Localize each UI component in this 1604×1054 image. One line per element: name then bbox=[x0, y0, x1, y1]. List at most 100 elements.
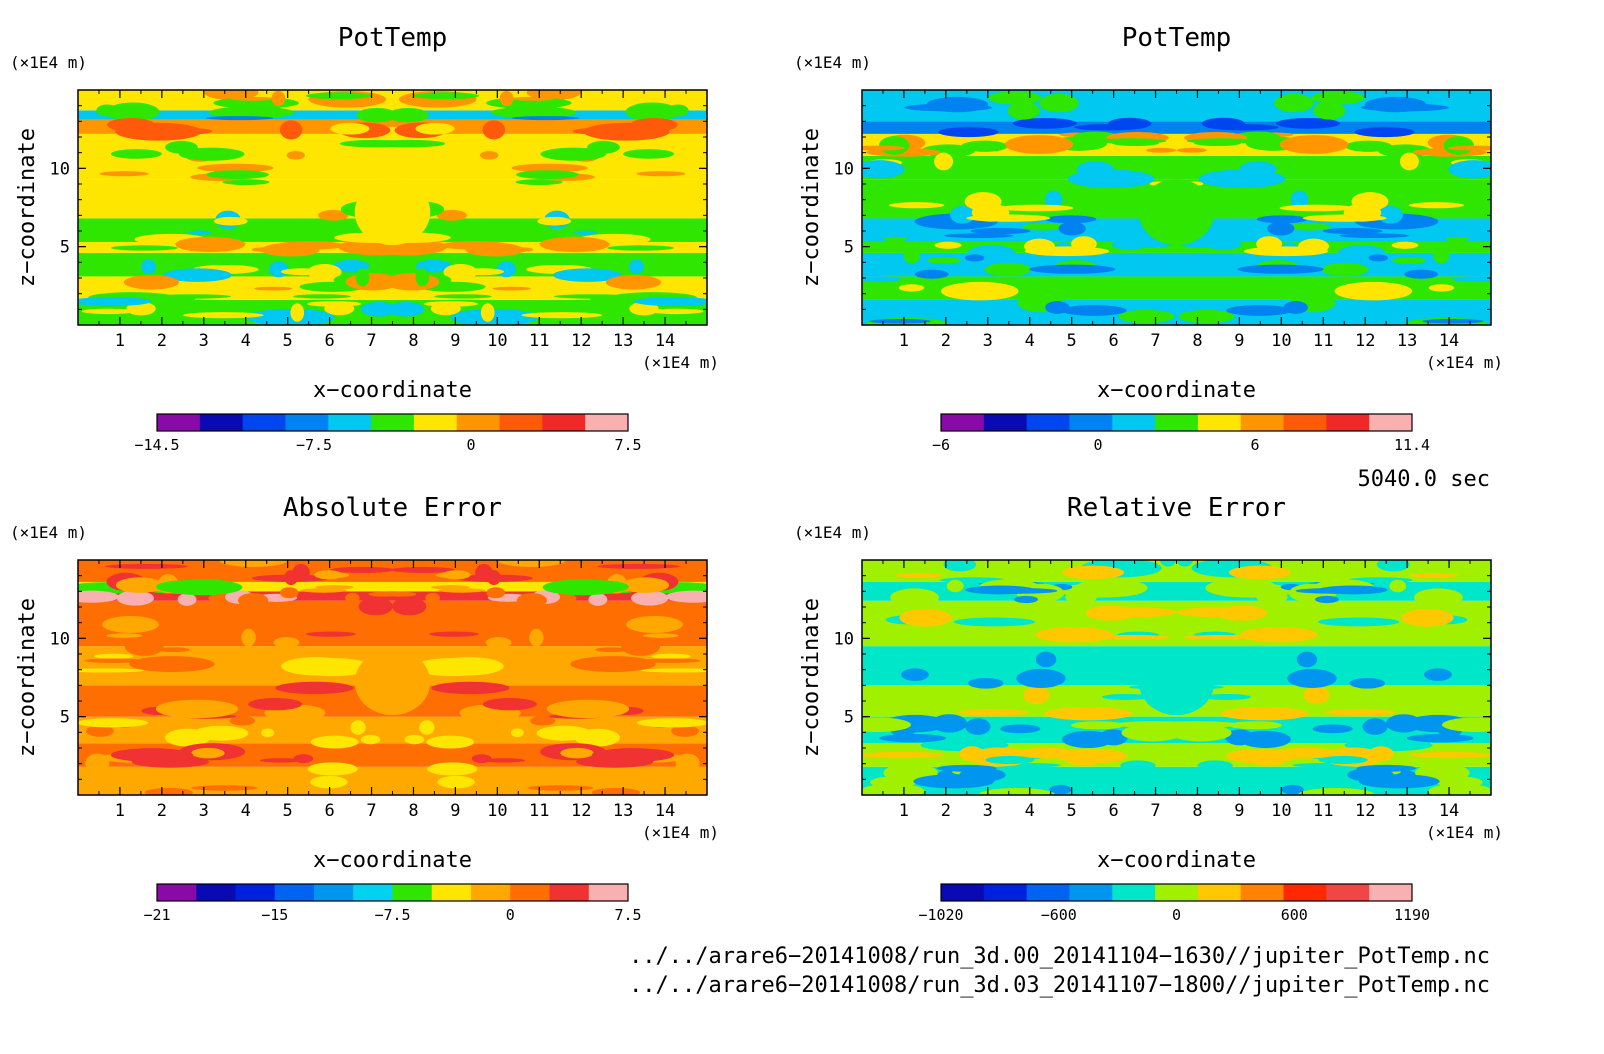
contour-patch bbox=[985, 755, 1035, 765]
contour-patch bbox=[862, 276, 901, 283]
contour-patch bbox=[460, 268, 505, 276]
contour-patch bbox=[306, 631, 356, 637]
contour-patch bbox=[350, 720, 366, 735]
x-tick-label: 1 bbox=[899, 801, 909, 821]
contour-patch bbox=[665, 590, 707, 603]
contour-patch bbox=[1445, 236, 1470, 242]
contour-patch bbox=[1239, 730, 1291, 749]
x-tick-label: 2 bbox=[157, 331, 167, 351]
contour-patch bbox=[354, 649, 431, 716]
contour-field-2 bbox=[862, 90, 1491, 325]
x-tick-label: 2 bbox=[157, 801, 167, 821]
contour-patch bbox=[96, 104, 118, 117]
contour-patch bbox=[324, 301, 355, 316]
contour-patch bbox=[591, 787, 641, 795]
contour-patch bbox=[415, 268, 430, 287]
contour-patch bbox=[1447, 145, 1491, 151]
x-tick-label: 9 bbox=[1234, 331, 1244, 351]
colorbar-tick-label: −6 bbox=[932, 436, 950, 454]
contour-patch bbox=[1045, 301, 1070, 314]
colorbar-tick-label: −600 bbox=[1041, 906, 1077, 924]
colorbar-tick-label: −15 bbox=[261, 906, 288, 924]
colorbar-swatch bbox=[588, 884, 629, 901]
contour-patch bbox=[1404, 269, 1439, 279]
contour-patch bbox=[1406, 734, 1474, 743]
contour-patch bbox=[1339, 233, 1409, 239]
colorbar-swatch bbox=[1326, 414, 1370, 431]
x-tick-label: 14 bbox=[1439, 801, 1459, 821]
contour-patch bbox=[182, 312, 264, 319]
contour-patch bbox=[1243, 246, 1329, 257]
contour-patch bbox=[1176, 147, 1207, 153]
x-tick-label: 14 bbox=[1439, 331, 1459, 351]
contour-patch bbox=[536, 725, 592, 741]
contour-patch bbox=[1344, 739, 1433, 752]
contour-patch bbox=[1060, 305, 1127, 316]
contour-patch bbox=[1058, 221, 1086, 236]
contour-patch bbox=[927, 257, 961, 264]
x-tick-label: 10 bbox=[487, 801, 507, 821]
x-tick-label: 8 bbox=[1192, 331, 1202, 351]
contour-patch bbox=[537, 216, 572, 226]
contour-patch bbox=[1354, 127, 1415, 138]
contour-patch bbox=[931, 714, 968, 733]
contour-patch bbox=[920, 739, 1009, 752]
colorbar-swatch bbox=[510, 884, 550, 901]
x-tick-label: 12 bbox=[1355, 801, 1375, 821]
contour-patch bbox=[595, 647, 628, 653]
contour-patch bbox=[641, 668, 707, 673]
contour-patch bbox=[425, 592, 440, 604]
contour-patch bbox=[529, 628, 544, 647]
x-tick-label: 11 bbox=[529, 801, 549, 821]
contour-patch bbox=[480, 303, 495, 322]
contour-patch bbox=[499, 90, 514, 107]
contour-patch bbox=[862, 783, 925, 795]
contour-patch bbox=[944, 233, 1014, 239]
contour-patch bbox=[293, 294, 351, 299]
x-tick-label: 2 bbox=[941, 801, 951, 821]
contour-patch bbox=[81, 308, 136, 315]
x-tick-label: 5 bbox=[283, 331, 293, 351]
contour-patch bbox=[1202, 693, 1251, 700]
contour-patch bbox=[1349, 677, 1385, 689]
contour-patch bbox=[115, 122, 202, 141]
colorbar-swatch bbox=[1283, 414, 1327, 431]
contour-patch bbox=[970, 227, 1031, 235]
colorbar-frame-2 bbox=[940, 413, 1413, 432]
contour-patch bbox=[155, 699, 239, 719]
contour-band bbox=[862, 252, 1491, 277]
contour-patch bbox=[968, 677, 1004, 689]
contour-patch bbox=[961, 140, 1008, 152]
contour-patch bbox=[305, 92, 372, 100]
contour-patch bbox=[387, 107, 429, 123]
contour-patch bbox=[1448, 160, 1491, 179]
colorbar-tick-label: 6 bbox=[1250, 436, 1259, 454]
contour-patch bbox=[888, 202, 945, 209]
contour-patch bbox=[479, 150, 499, 160]
contour-patch bbox=[443, 264, 478, 281]
contour-patch bbox=[1362, 718, 1388, 735]
contour-patch bbox=[1343, 203, 1382, 222]
footer-file-2: ../../arare6−20141008/run_3d.03_20141107… bbox=[629, 973, 1490, 998]
colorbar-swatch bbox=[242, 414, 286, 431]
contour-patch bbox=[78, 590, 120, 603]
contour-patch bbox=[241, 628, 256, 647]
chart-title-4: Relative Error bbox=[1067, 493, 1286, 523]
chart-title-1: PotTemp bbox=[338, 23, 448, 53]
contour-patch bbox=[485, 637, 512, 648]
x-tick-label: 6 bbox=[1108, 331, 1118, 351]
contour-patch bbox=[1295, 588, 1372, 594]
x-tick-label: 3 bbox=[983, 331, 993, 351]
colorbar-swatch bbox=[1069, 414, 1113, 431]
x-tick-label: 8 bbox=[408, 331, 418, 351]
x-tick-label: 11 bbox=[529, 331, 549, 351]
contour-patch bbox=[261, 728, 275, 738]
colorbar-swatch bbox=[431, 884, 472, 901]
contour-patch bbox=[511, 116, 580, 121]
contour-patch bbox=[279, 120, 303, 140]
contour-patch bbox=[1000, 724, 1041, 734]
contour-patch bbox=[1401, 608, 1454, 627]
colorbar-frame-1 bbox=[156, 413, 629, 432]
